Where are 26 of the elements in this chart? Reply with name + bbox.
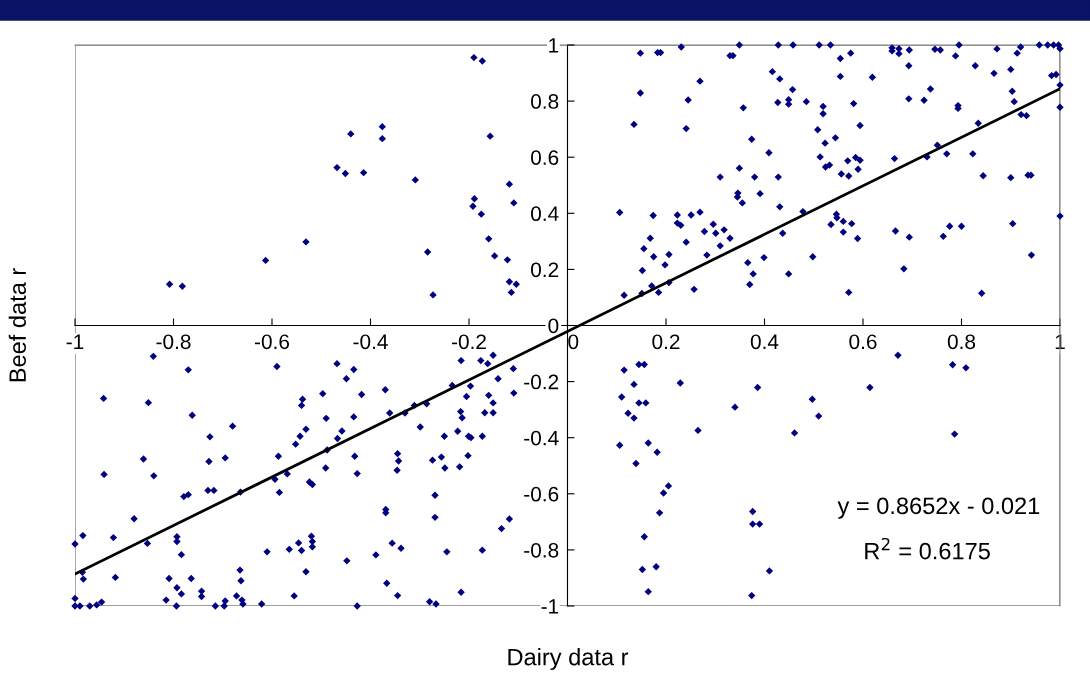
y-tick-label: 0 [548, 318, 559, 334]
y-tick-label: -0.6 [524, 486, 559, 502]
y-tick-label: -1 [541, 599, 559, 614]
y-tick-label: -0.8 [524, 542, 559, 558]
x-tick-label: 0 [568, 334, 579, 350]
annotation: y = 0.8652x - 0.021 [837, 497, 1040, 519]
x-tick-label: -0.6 [254, 334, 290, 350]
x-tick-label: -1 [66, 334, 84, 349]
x-tick-label: 0.2 [652, 334, 680, 350]
x-tick-label: 0.4 [750, 334, 779, 350]
x-axis-title: Dairy data r [508, 648, 629, 671]
x-tick-label: -0.8 [156, 334, 191, 350]
y-tick-label: 0.6 [531, 150, 559, 165]
x-tick-label: -0.4 [353, 334, 388, 350]
y-tick-label: -0.4 [524, 430, 559, 446]
y-tick-label: 0.8 [531, 94, 559, 109]
y-tick-label: 1 [549, 38, 559, 53]
y-axis-title: Beef data r [8, 268, 27, 382]
x-tick-label: 0.8 [947, 334, 976, 350]
x-tick-label: -0.2 [451, 334, 486, 350]
y-tick-label: -0.2 [524, 374, 559, 390]
x-tick-label: 0.6 [849, 334, 877, 350]
annotation: R$^{2}$ = 0.6175 [865, 537, 990, 560]
y-tick-label: 0.2 [531, 262, 559, 278]
x-tick-label: 1 [1055, 334, 1065, 349]
y-tick-label: 0.4 [531, 206, 559, 222]
